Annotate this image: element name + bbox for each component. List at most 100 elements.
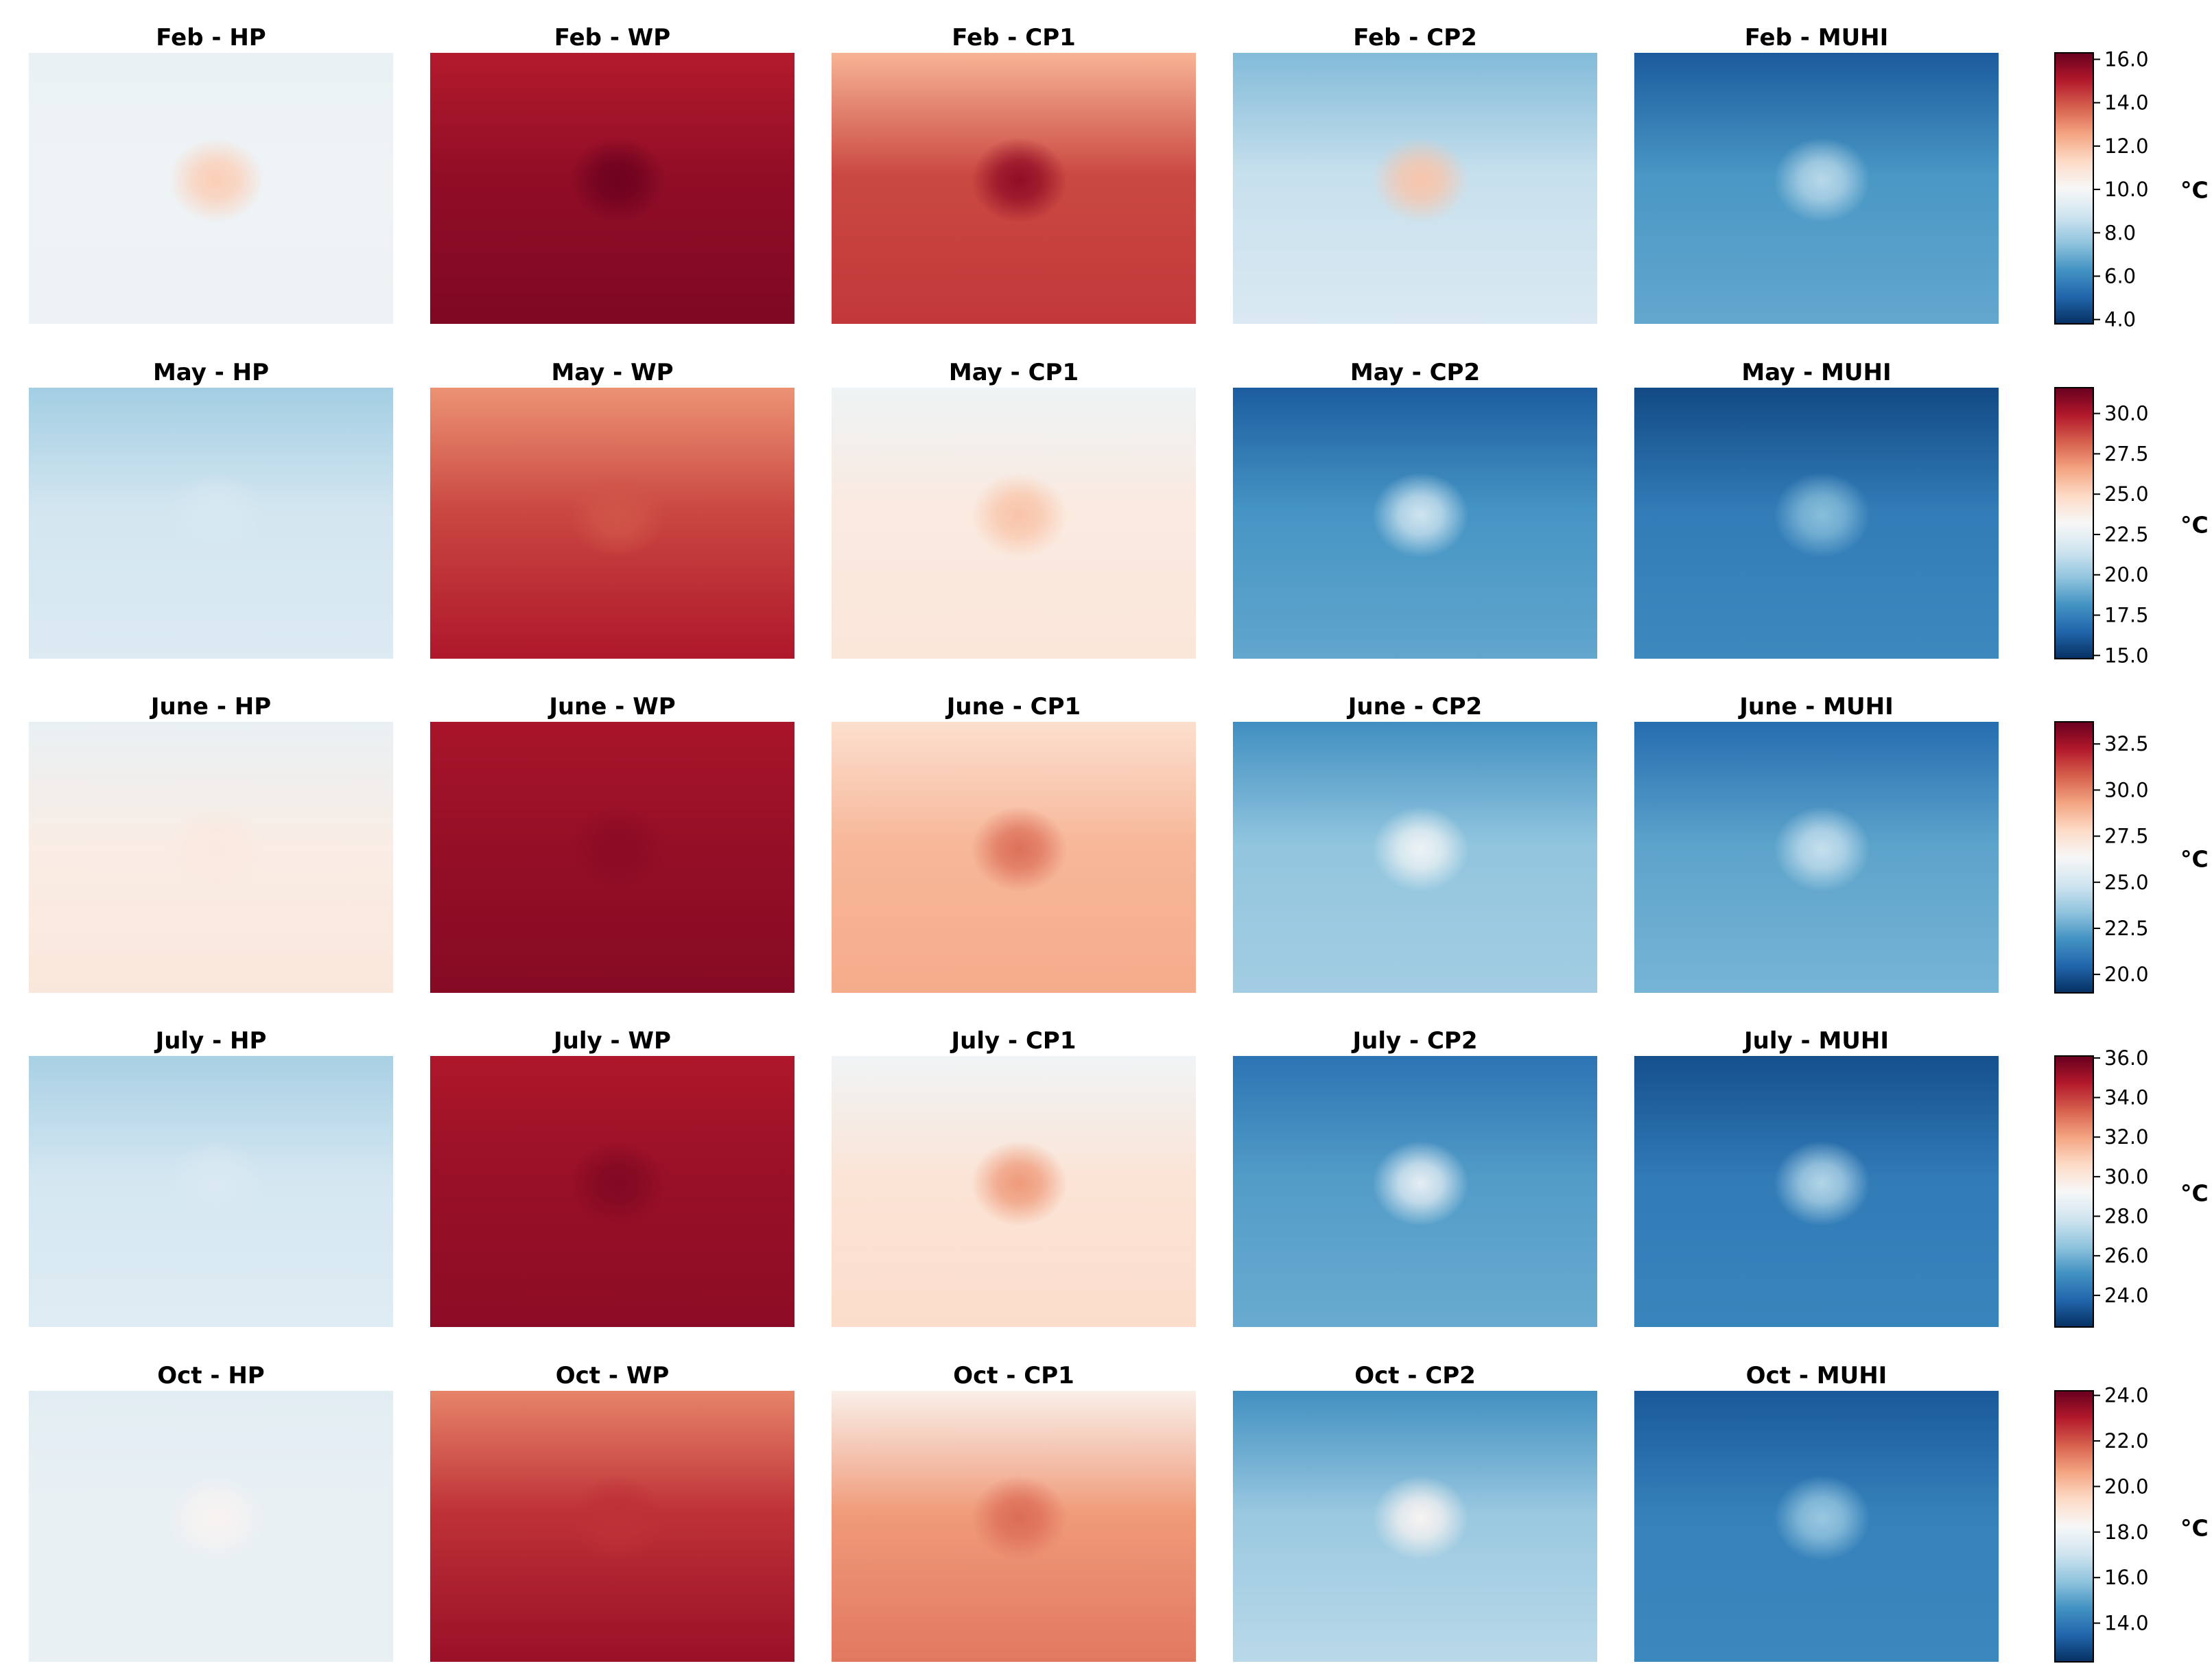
colorbar-tick-label: 6.0 — [2104, 264, 2136, 287]
panel-title: May - HP — [153, 359, 269, 386]
panel-title: June - HP — [150, 693, 271, 720]
colorbar-unit-label: °C — [2180, 177, 2209, 204]
row-july: July - HP July - WP July - CP1 July - CP2 Ju… — [29, 1027, 2209, 1328]
panel-feb-wp: Feb - WP — [430, 24, 795, 324]
panel-title: Oct - CP2 — [1354, 1362, 1476, 1389]
panel-title: June - CP2 — [1347, 693, 1482, 720]
panel-may-muhi: May - MUHI — [1634, 359, 1999, 659]
colorbar-tick-label: 24.0 — [2104, 1284, 2149, 1307]
panel-title: May - CP2 — [1350, 359, 1480, 386]
panel-oct-wp: Oct - WP — [430, 1362, 795, 1662]
panel-july-cp1: July - CP1 — [832, 1027, 1196, 1327]
figure-rows: Feb - HP Feb - WP Feb - CP1 Feb - CP2 Feb - … — [29, 24, 2209, 1663]
urban-center-mark — [168, 806, 265, 892]
panel-title: Oct - MUHI — [1746, 1362, 1887, 1389]
urban-center-mark — [971, 1140, 1068, 1226]
colorbar-tick-label: 16.0 — [2104, 1566, 2149, 1589]
urban-center-mark — [569, 1475, 666, 1561]
panel-title: May - CP1 — [949, 359, 1079, 386]
colorbar-tick-label: 28.0 — [2104, 1205, 2149, 1228]
colorbar-tick-label: 20.0 — [2104, 963, 2149, 986]
colorbar-unit-label: °C — [2180, 512, 2209, 539]
colorbar-tick-label: 16.0 — [2104, 47, 2149, 71]
colorbar-gradient — [2054, 52, 2094, 325]
panel-oct-cp2: Oct - CP2 — [1233, 1362, 1597, 1662]
panel-title: July - CP1 — [950, 1027, 1076, 1055]
urban-center-mark — [168, 1140, 265, 1226]
panel-june-muhi: June - MUHI — [1634, 693, 1999, 993]
colorbar-tick-label: 30.0 — [2104, 402, 2149, 425]
panel-july-wp: July - WP — [430, 1027, 795, 1327]
colorbar-tick-label: 14.0 — [2104, 91, 2149, 115]
row-oct: Oct - HP Oct - WP Oct - CP1 Oct - CP2 Oct - … — [29, 1362, 2209, 1663]
colorbar-unit-label: °C — [2180, 846, 2209, 873]
colorbar-tick-label: 26.0 — [2104, 1244, 2149, 1267]
urban-center-mark — [1372, 1475, 1469, 1561]
panel-title: July - WP — [552, 1027, 671, 1055]
panel-feb-hp: Feb - HP — [29, 24, 393, 324]
panel-may-cp2: May - CP2 — [1233, 359, 1597, 659]
colorbar-tick-label: 25.0 — [2104, 871, 2149, 894]
colorbar-tick-label: 20.0 — [2104, 1475, 2149, 1498]
urban-center-mark — [1774, 1475, 1870, 1561]
urban-center-mark — [1774, 137, 1870, 223]
panel-title: Oct - CP1 — [953, 1362, 1074, 1389]
panel-title: Feb - CP1 — [952, 24, 1076, 51]
colorbar-tick-label: 14.0 — [2104, 1612, 2149, 1635]
panel-title: May - WP — [551, 359, 673, 386]
panel-title: June - MUHI — [1738, 693, 1893, 720]
colorbar-tick-label: 32.0 — [2104, 1125, 2149, 1149]
colorbar-tick-label: 15.0 — [2104, 644, 2149, 667]
colorbar-may: 15.0 17.5 20.0 22.5 25.0 27.5 30.0 °C — [2054, 387, 2209, 667]
panel-title: July - CP2 — [1352, 1027, 1478, 1055]
colorbar-gradient — [2054, 387, 2094, 659]
panel-oct-hp: Oct - HP — [29, 1362, 393, 1662]
panel-title: June - CP1 — [945, 693, 1081, 720]
row-feb: Feb - HP Feb - WP Feb - CP1 Feb - CP2 Feb - … — [29, 24, 2209, 331]
panel-june-cp1: June - CP1 — [832, 693, 1196, 993]
panel-title: May - MUHI — [1741, 359, 1891, 386]
urban-center-mark — [971, 472, 1068, 558]
urban-center-mark — [569, 806, 666, 892]
panel-title: June - WP — [548, 693, 675, 720]
panel-title: Feb - MUHI — [1745, 24, 1889, 51]
panel-may-hp: May - HP — [29, 359, 393, 659]
colorbar-tick-label: 22.0 — [2104, 1429, 2149, 1453]
colorbar-july: 24.0 26.0 28.0 30.0 32.0 34.0 36.0 °C — [2054, 1046, 2209, 1328]
urban-center-mark — [1372, 1140, 1469, 1226]
panel-title: Oct - WP — [556, 1362, 670, 1389]
urban-center-mark — [1372, 472, 1469, 558]
row-may: May - HP May - WP May - CP1 May - CP2 May - … — [29, 359, 2209, 667]
colorbar-tick-label: 17.5 — [2104, 604, 2149, 627]
colorbar-gradient — [2054, 721, 2094, 994]
colorbar-tick-label: 34.0 — [2104, 1086, 2149, 1109]
panel-may-wp: May - WP — [430, 359, 795, 659]
colorbar-tick-label: 25.0 — [2104, 482, 2149, 506]
urban-center-mark — [569, 472, 666, 558]
colorbar-gradient — [2054, 1055, 2094, 1328]
urban-center-mark — [1774, 1140, 1870, 1226]
colorbar-tick-label: 27.5 — [2104, 825, 2149, 848]
panel-june-hp: June - HP — [29, 693, 393, 993]
urban-center-mark — [971, 1475, 1068, 1561]
colorbar-gradient — [2054, 1390, 2094, 1663]
urban-center-mark — [569, 137, 666, 223]
row-june: June - HP June - WP June - CP1 June - CP2 Ju… — [29, 693, 2209, 994]
panel-july-hp: July - HP — [29, 1027, 393, 1327]
urban-center-mark — [168, 137, 265, 223]
colorbar-tick-label: 27.5 — [2104, 442, 2149, 465]
urban-center-mark — [569, 1140, 666, 1226]
panel-title: Feb - WP — [554, 24, 670, 51]
colorbar-tick-label: 30.0 — [2104, 1165, 2149, 1188]
panel-feb-cp1: Feb - CP1 — [832, 24, 1196, 324]
panel-feb-muhi: Feb - MUHI — [1634, 24, 1999, 324]
colorbar-tick-label: 22.5 — [2104, 917, 2149, 940]
urban-center-mark — [1372, 806, 1469, 892]
panel-oct-muhi: Oct - MUHI — [1634, 1362, 1999, 1662]
urban-center-mark — [1774, 472, 1870, 558]
colorbar-tick-label: 24.0 — [2104, 1384, 2149, 1407]
colorbar-feb: 4.0 6.0 8.0 10.0 12.0 14.0 16.0 °C — [2054, 47, 2209, 331]
panel-title: July - MUHI — [1743, 1027, 1889, 1055]
colorbar-unit-label: °C — [2180, 1515, 2209, 1542]
colorbar-tick-label: 30.0 — [2104, 778, 2149, 801]
